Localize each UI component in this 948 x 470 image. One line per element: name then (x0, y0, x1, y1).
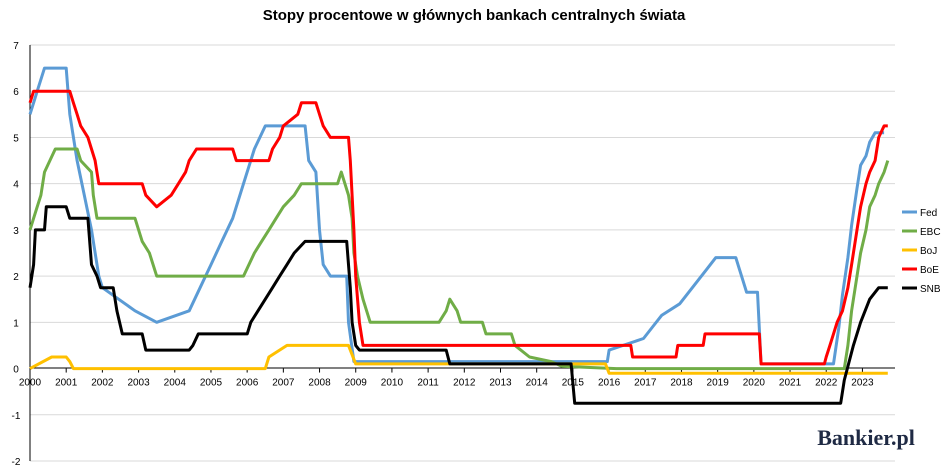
x-tick-label: 2019 (707, 378, 730, 389)
x-tick-label: 2012 (453, 378, 476, 389)
y-tick-label: 5 (13, 133, 19, 144)
x-tick-label: 2009 (345, 378, 368, 389)
y-tick-label: 0 (13, 365, 19, 376)
x-tick-label: 2008 (308, 378, 331, 389)
x-tick-label: 2020 (743, 378, 766, 389)
legend-label-ebc: EBC (920, 227, 941, 238)
x-tick-label: 2021 (779, 378, 802, 389)
x-tick-label: 2010 (381, 378, 404, 389)
x-tick-label: 2002 (91, 378, 114, 389)
x-tick-label: 2013 (489, 378, 512, 389)
y-tick-label: 6 (13, 87, 19, 98)
y-tick-label: 3 (13, 226, 19, 237)
legend: Fed EBC BoJ BoE SNB (902, 208, 941, 295)
y-tick-labels: 7 6 5 4 3 2 1 0 -1 -2 (12, 41, 21, 468)
x-tick-label: 2001 (55, 378, 78, 389)
x-tick-label: 2005 (200, 378, 223, 389)
y-tick-label: -2 (12, 457, 21, 468)
series-line-boe (28, 89, 888, 366)
grid-layer (30, 44, 895, 462)
series-line-snb (28, 205, 888, 405)
bankier-logo: Bankier.pl (817, 425, 915, 450)
x-tick-label: 2011 (417, 378, 439, 389)
y-tick-label: 7 (13, 41, 19, 52)
x-tick-label: 2018 (670, 378, 693, 389)
legend-label-boe: BoE (920, 265, 939, 276)
legend-label-boj: BoJ (920, 246, 937, 257)
x-tick-label: 2000 (19, 378, 42, 389)
x-tick-label: 2006 (236, 378, 259, 389)
y-tick-label: 4 (13, 180, 19, 191)
x-tick-label: 2014 (526, 378, 549, 389)
x-tick-label: 2007 (272, 378, 295, 389)
series-lines (28, 66, 890, 405)
x-tick-label: 2003 (127, 378, 150, 389)
x-tick-labels: 2000 2001 2002 2003 2004 2005 2006 2007 2008 2009… (19, 368, 874, 389)
x-tick-label: 2023 (851, 378, 874, 389)
y-tick-label: 2 (13, 272, 19, 283)
x-tick-label: 2004 (164, 378, 187, 389)
x-tick-label: 2016 (598, 378, 621, 389)
legend-label-snb: SNB (920, 284, 941, 295)
series-line-fed (28, 66, 885, 366)
y-tick-label: -1 (12, 411, 21, 422)
y-tick-label: 1 (13, 318, 19, 329)
legend-label-fed: Fed (920, 208, 937, 219)
x-tick-label: 2022 (815, 378, 838, 389)
chart-title: Stopy procentowe w głównych bankach cent… (263, 7, 686, 24)
x-tick-label: 2017 (634, 378, 657, 389)
